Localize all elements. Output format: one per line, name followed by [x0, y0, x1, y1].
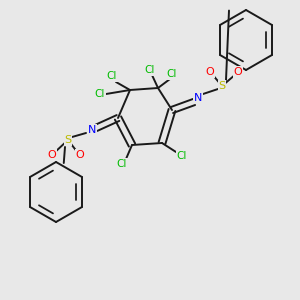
Text: Cl: Cl: [167, 69, 177, 79]
Text: Cl: Cl: [107, 71, 117, 81]
Text: Cl: Cl: [145, 65, 155, 75]
Text: Cl: Cl: [177, 151, 187, 161]
Text: O: O: [48, 150, 56, 160]
Text: S: S: [218, 81, 226, 91]
Text: N: N: [88, 125, 96, 135]
Text: O: O: [206, 67, 214, 77]
Text: Cl: Cl: [117, 159, 127, 169]
Text: N: N: [194, 93, 202, 103]
Text: S: S: [64, 135, 72, 145]
Text: O: O: [76, 150, 84, 160]
Text: Cl: Cl: [95, 89, 105, 99]
Text: O: O: [234, 67, 242, 77]
